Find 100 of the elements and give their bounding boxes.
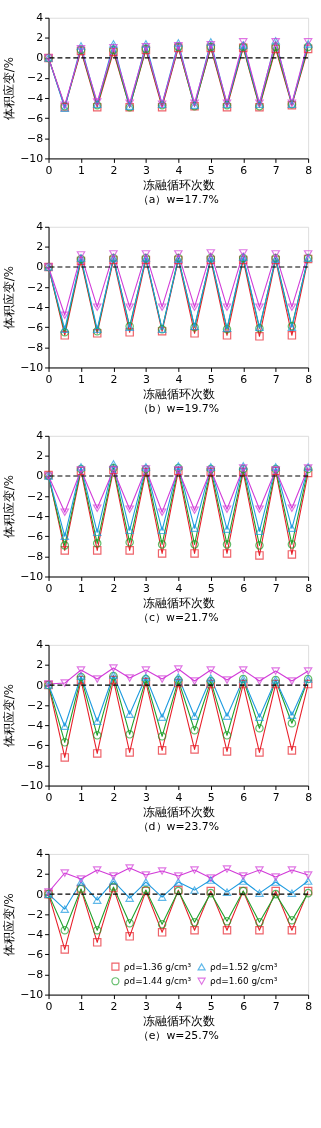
y-tick-label: −10 — [20, 151, 44, 165]
x-tick-label: 4 — [175, 999, 183, 1013]
y-tick-label: −2 — [27, 71, 44, 85]
y-axis-title: 体积应变/% — [2, 475, 17, 539]
x-tick-label: 7 — [272, 790, 280, 804]
y-tick-label: −8 — [27, 549, 44, 563]
x-tick-label: 8 — [305, 790, 313, 804]
x-tick-label: 1 — [78, 163, 85, 177]
y-tick-label: 0 — [36, 51, 44, 65]
x-axis-title: 冻融循环次数 — [142, 386, 215, 401]
x-tick-label: 6 — [240, 163, 248, 177]
x-tick-label: 1 — [78, 372, 85, 386]
text: （c）w=21.7% — [138, 611, 219, 625]
y-axis-title: 体积应变/% — [2, 265, 17, 330]
x-tick-label: 0 — [45, 790, 53, 804]
x-tick-label: 2 — [110, 163, 118, 177]
y-tick-label: −10 — [20, 360, 44, 374]
y-tick-label: −8 — [27, 967, 44, 981]
y-tick-label: −10 — [20, 779, 44, 793]
y-axis-title: 体积应变/% — [2, 56, 17, 121]
legend-label: ρd=1.52 g/cm³ — [210, 961, 278, 972]
y-tick-label: 2 — [36, 31, 44, 45]
y-tick-label: −2 — [27, 280, 44, 294]
y-tick-label: 0 — [36, 469, 44, 483]
x-tick-label: 2 — [110, 999, 118, 1013]
x-tick-label: 6 — [240, 790, 248, 804]
y-tick-label: −10 — [20, 988, 44, 1002]
y-tick-label: −6 — [27, 947, 44, 961]
x-tick-label: 5 — [207, 163, 215, 177]
x-tick-label: 3 — [142, 372, 150, 386]
x-tick-label: 7 — [272, 163, 280, 177]
x-tick-label: 8 — [305, 999, 313, 1013]
x-tick-label: 3 — [142, 790, 150, 804]
y-tick-label: 4 — [36, 429, 44, 443]
y-tick-label: 4 — [36, 847, 44, 861]
y-tick-label: −6 — [27, 111, 44, 125]
x-tick-label: 6 — [240, 372, 248, 386]
y-tick-label: −2 — [27, 489, 44, 503]
x-tick-label: 6 — [240, 581, 248, 595]
x-tick-label: 0 — [45, 999, 53, 1013]
y-tick-label: 4 — [36, 638, 44, 652]
x-tick-label: 4 — [175, 163, 183, 177]
text: （b）w=19.7% — [137, 402, 220, 416]
x-axis-title: 冻融循环次数 — [142, 177, 215, 192]
y-tick-label: −4 — [27, 718, 44, 732]
x-tick-label: 5 — [207, 581, 215, 595]
y-tick-label: −8 — [27, 340, 44, 354]
x-tick-label: 1 — [78, 999, 85, 1013]
x-tick-label: 7 — [272, 999, 280, 1013]
x-axis-title: 冻融循环次数 — [142, 1013, 215, 1028]
x-tick-label: 4 — [175, 581, 183, 595]
y-tick-label: 2 — [36, 658, 44, 672]
text: （a）w=17.7% — [137, 193, 219, 206]
y-tick-label: −4 — [27, 927, 44, 941]
y-tick-label: 0 — [36, 678, 44, 692]
y-tick-label: −4 — [27, 509, 44, 523]
x-tick-label: 3 — [142, 581, 150, 595]
x-tick-label: 5 — [207, 790, 215, 804]
x-tick-label: 1 — [78, 790, 85, 804]
y-tick-label: 0 — [36, 260, 44, 274]
y-tick-label: 2 — [36, 449, 44, 463]
x-tick-label: 2 — [110, 790, 118, 804]
legend-label: ρd=1.44 g/cm³ — [123, 976, 192, 987]
x-tick-label: 0 — [45, 581, 53, 595]
y-tick-label: 4 — [36, 11, 44, 25]
y-tick-label: −4 — [27, 300, 44, 314]
y-tick-label: −6 — [27, 738, 44, 752]
y-tick-label: −4 — [27, 91, 44, 105]
x-tick-label: 5 — [207, 372, 215, 386]
y-tick-label: −8 — [27, 131, 44, 145]
y-tick-label: 2 — [36, 867, 44, 881]
x-tick-label: 4 — [175, 790, 183, 804]
x-tick-label: 0 — [45, 372, 53, 386]
y-tick-label: −10 — [20, 569, 44, 583]
legend-label: ρd=1.36 g/cm³ — [123, 961, 192, 972]
x-tick-label: 8 — [305, 581, 313, 595]
x-tick-label: 0 — [45, 163, 53, 177]
y-axis-title: 体积应变/% — [2, 893, 17, 957]
x-tick-label: 1 — [78, 581, 85, 595]
text: （d）w=23.7% — [137, 820, 220, 834]
x-tick-label: 6 — [240, 999, 248, 1013]
x-tick-label: 7 — [272, 581, 280, 595]
x-tick-label: 8 — [305, 163, 313, 177]
y-tick-label: −8 — [27, 758, 44, 772]
x-tick-label: 3 — [142, 163, 150, 177]
y-tick-label: −6 — [27, 529, 44, 543]
y-tick-label: 0 — [36, 887, 44, 901]
y-tick-label: −6 — [27, 320, 44, 334]
y-tick-label: −2 — [27, 698, 44, 712]
y-tick-label: 2 — [36, 240, 44, 254]
x-axis-title: 冻融循环次数 — [142, 804, 215, 819]
x-tick-label: 3 — [142, 999, 150, 1013]
x-tick-label: 8 — [305, 372, 313, 386]
x-tick-label: 4 — [175, 372, 183, 386]
x-tick-label: 5 — [207, 999, 215, 1013]
legend-label: ρd=1.60 g/cm³ — [210, 976, 278, 987]
text: （e）w=25.7% — [137, 1029, 219, 1043]
x-tick-label: 7 — [272, 372, 280, 386]
x-tick-label: 2 — [110, 372, 118, 386]
y-tick-label: 4 — [36, 220, 44, 234]
